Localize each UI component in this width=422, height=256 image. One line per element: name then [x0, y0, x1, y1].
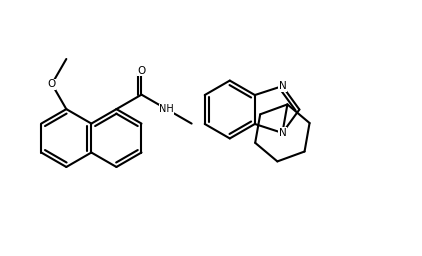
Text: O: O — [138, 66, 146, 76]
Text: N: N — [279, 128, 286, 138]
Text: N: N — [279, 81, 286, 91]
Text: NH: NH — [159, 104, 174, 114]
Text: O: O — [48, 79, 56, 89]
